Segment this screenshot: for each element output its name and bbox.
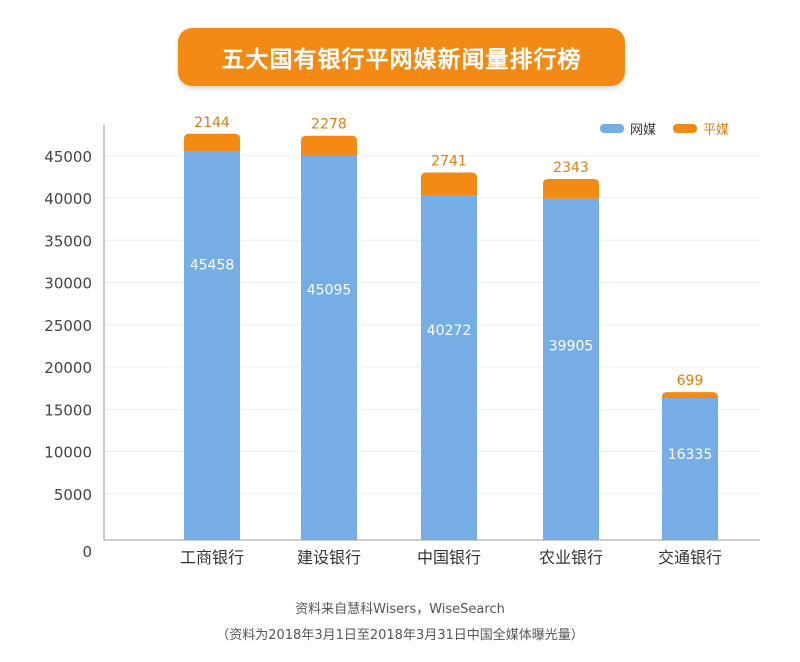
online-value-label: 16335 bbox=[668, 447, 713, 463]
source-note: 资料来自慧科Wisers，WiseSearch bbox=[295, 602, 505, 617]
online-value-label: 45458 bbox=[190, 257, 235, 273]
y-tick-label: 25000 bbox=[44, 317, 92, 335]
x-tick-label: 建设银行 bbox=[297, 548, 361, 567]
online-value-label: 40272 bbox=[427, 323, 472, 339]
bar-print-media bbox=[543, 179, 599, 199]
y-tick-label: 15000 bbox=[44, 401, 92, 419]
x-tick-label: 中国银行 bbox=[417, 548, 481, 567]
bar-print-media bbox=[184, 133, 240, 152]
online-value-label: 39905 bbox=[549, 338, 594, 354]
print-value-label: 2741 bbox=[431, 154, 467, 170]
print-value-label: 2278 bbox=[311, 117, 347, 133]
y-tick-label: 35000 bbox=[44, 232, 92, 250]
x-tick-label: 工商银行 bbox=[180, 548, 244, 567]
y-tick-label: 40000 bbox=[44, 190, 92, 208]
y-tick-label: 10000 bbox=[44, 444, 92, 462]
y-tick-label: 45000 bbox=[44, 148, 92, 166]
bar-online-media bbox=[184, 151, 240, 541]
bar-print-media bbox=[421, 172, 477, 196]
bar-online-media bbox=[543, 198, 599, 541]
bar-online-media bbox=[662, 397, 718, 540]
x-tick-label: 交通银行 bbox=[658, 548, 722, 567]
y-tick-label: 0 bbox=[82, 543, 92, 561]
y-tick-label: 5000 bbox=[54, 486, 92, 504]
print-value-label: 2144 bbox=[194, 115, 230, 131]
source-date-range: （资料为2018年3月1日至2018年3月31日中国全媒体曝光量） bbox=[216, 628, 584, 643]
y-tick-label: 30000 bbox=[44, 275, 92, 293]
y-tick-label: 20000 bbox=[44, 359, 92, 377]
legend-label-online: 网媒 bbox=[630, 123, 656, 138]
bar-online-media bbox=[301, 154, 357, 540]
legend-label-print: 平媒 bbox=[703, 123, 729, 138]
legend-swatch-print bbox=[673, 124, 697, 133]
legend-swatch-online bbox=[600, 124, 624, 133]
print-value-label: 2343 bbox=[553, 160, 589, 176]
chart-title: 五大国有银行平网媒新闻量排行榜 bbox=[178, 28, 625, 86]
print-value-label: 699 bbox=[677, 373, 704, 389]
online-value-label: 45095 bbox=[307, 283, 352, 299]
bar-online-media bbox=[421, 195, 477, 540]
bar-print-media bbox=[301, 135, 357, 155]
bar-print-media bbox=[662, 392, 718, 398]
x-tick-label: 农业银行 bbox=[539, 548, 603, 567]
